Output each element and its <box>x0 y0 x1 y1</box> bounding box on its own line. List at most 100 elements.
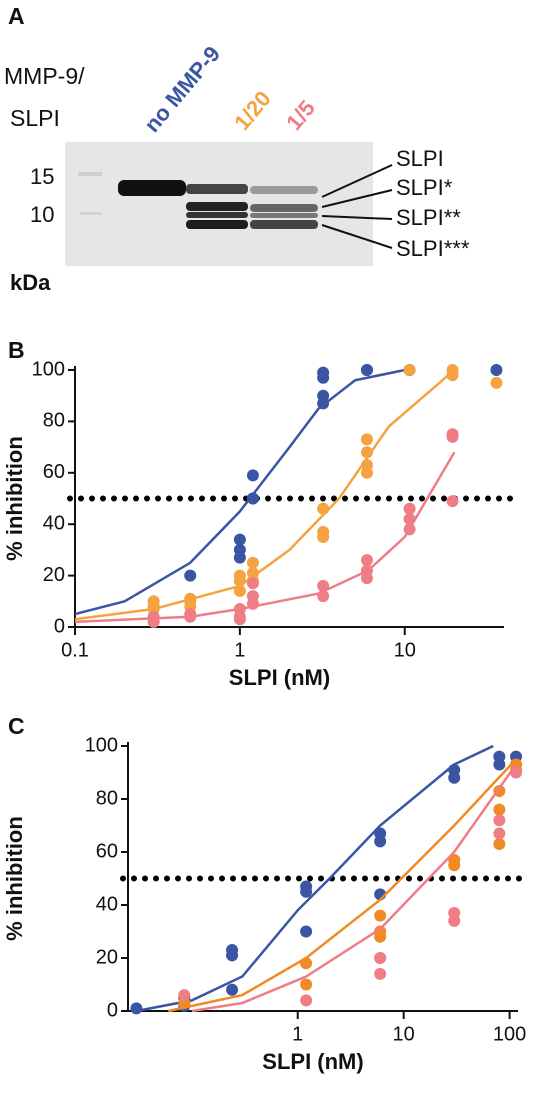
panel-a: A MMP-9/ SLPI no MMP-9 1/20 1/5 15 10 kD… <box>4 3 470 295</box>
fit-curve <box>191 763 518 1013</box>
data-point <box>300 994 313 1007</box>
band <box>250 220 318 229</box>
y-tick-label: 60 <box>96 840 118 862</box>
data-point <box>233 551 246 564</box>
data-point <box>147 615 160 628</box>
marker-label: 10 <box>30 202 54 227</box>
band-pointers <box>321 164 393 249</box>
y-tick-label: 80 <box>43 410 65 432</box>
data-point <box>233 533 246 546</box>
data-point <box>374 967 387 980</box>
data-point <box>446 369 459 382</box>
x-axis-title: SLPI (nM) <box>229 665 330 690</box>
data-point <box>490 364 503 376</box>
fit-curve <box>74 368 405 616</box>
band <box>250 204 318 212</box>
band <box>186 184 248 194</box>
band-label: SLPI* <box>396 175 453 200</box>
data-point <box>374 909 387 922</box>
y-tick-label: 100 <box>32 358 65 380</box>
data-point <box>317 502 330 515</box>
data-point <box>317 531 330 544</box>
data-point <box>233 613 246 626</box>
row-label: MMP-9/ <box>4 63 85 89</box>
data-point <box>130 1002 143 1015</box>
data-point <box>300 957 313 970</box>
y-tick-label: 40 <box>43 512 65 534</box>
marker-band <box>80 212 102 215</box>
data-point <box>403 513 416 526</box>
lane-label: no MMP-9 <box>139 41 225 137</box>
data-point <box>233 585 246 598</box>
y-tick-label: 20 <box>96 946 118 968</box>
data-point <box>493 814 506 827</box>
data-point <box>374 952 387 964</box>
marker-band <box>78 172 102 176</box>
band-label: SLPI <box>396 146 444 171</box>
data-point <box>184 610 197 623</box>
data-point <box>360 433 373 446</box>
panel-label: C <box>8 713 25 739</box>
data-point <box>360 364 373 376</box>
x-tick-label: 1 <box>234 639 245 661</box>
y-tick-label: 0 <box>54 615 65 637</box>
band <box>186 220 248 229</box>
x-tick-label: 10 <box>394 639 416 661</box>
data-point <box>446 430 459 443</box>
data-point <box>493 803 506 816</box>
x-tick-label: 10 <box>393 1023 415 1045</box>
data-point <box>246 597 259 610</box>
fit-curve <box>74 369 456 621</box>
data-point <box>246 469 259 482</box>
lane-label: 1/20 <box>229 86 276 135</box>
data-point <box>300 978 313 991</box>
x-tick-label: 0.1 <box>61 639 89 661</box>
x-tick-label: 1 <box>292 1023 303 1045</box>
data-point <box>317 579 330 592</box>
y-axis-title: % inhibition <box>2 816 27 941</box>
data-point <box>246 492 259 505</box>
data-point <box>448 914 461 927</box>
data-point <box>233 574 246 587</box>
data-point <box>226 983 239 996</box>
data-point <box>246 556 259 569</box>
lane-label: 1/5 <box>281 95 320 135</box>
band <box>250 186 318 194</box>
data-point <box>374 930 387 943</box>
data-point <box>178 989 191 1002</box>
data-point <box>317 371 330 384</box>
data-point <box>300 925 313 938</box>
data-point <box>374 835 387 848</box>
unit-label: kDa <box>10 270 51 295</box>
data-point <box>493 758 506 771</box>
data-point <box>246 577 259 590</box>
band-label: SLPI** <box>396 205 461 230</box>
y-tick-label: 20 <box>43 564 65 586</box>
y-tick-label: 40 <box>96 893 118 915</box>
x-axis-title: SLPI (nM) <box>262 1049 363 1074</box>
fit-curve <box>136 744 494 1013</box>
y-tick-label: 60 <box>43 461 65 483</box>
panel-label: A <box>8 3 25 29</box>
panel-label: B <box>8 337 25 363</box>
band <box>186 212 248 218</box>
data-point <box>300 885 313 898</box>
y-tick-label: 100 <box>85 734 118 756</box>
data-point <box>403 502 416 515</box>
data-point <box>317 397 330 410</box>
data-point <box>184 569 197 582</box>
data-point <box>403 364 416 376</box>
data-point <box>446 495 459 508</box>
data-point <box>510 766 523 779</box>
y-tick-label: 0 <box>107 999 118 1021</box>
band <box>118 180 186 196</box>
data-point <box>448 859 461 872</box>
data-point <box>360 572 373 585</box>
x-tick-label: 100 <box>493 1023 526 1045</box>
data-point <box>360 446 373 459</box>
data-point <box>490 376 503 389</box>
band-label: SLPI*** <box>396 236 470 261</box>
data-point <box>226 949 239 962</box>
data-point <box>493 827 506 840</box>
